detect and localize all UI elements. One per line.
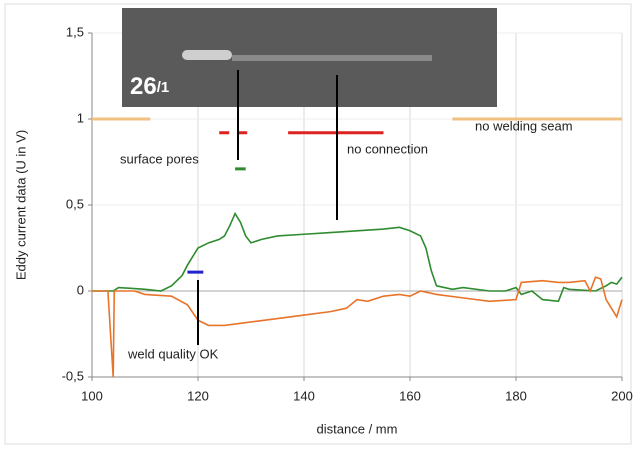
y-tick-label: -0,5 <box>62 368 84 383</box>
data-line <box>92 211 623 303</box>
x-tick-label: 180 <box>505 388 527 403</box>
x-tick-label: 200 <box>611 388 633 403</box>
annotation: no welding seam <box>475 118 573 133</box>
y-axis-label: Eddy current data (U in V) <box>13 130 28 280</box>
annotation: no connection <box>347 141 428 156</box>
y-tick-label: 0 <box>77 282 84 297</box>
x-axis-label: distance / mm <box>317 421 398 436</box>
x-tick-label: 160 <box>399 388 421 403</box>
photo-seam <box>232 55 432 61</box>
inset-number: 26 <box>130 73 157 100</box>
chart-frame <box>4 3 632 445</box>
x-tick-label: 120 <box>187 388 209 403</box>
inset-suffix: /1 <box>157 79 170 96</box>
x-tick-label: 140 <box>293 388 315 403</box>
data-line <box>92 276 623 378</box>
inset-label: 26/1 <box>130 73 169 100</box>
y-tick-label: 0,5 <box>66 196 84 211</box>
annotation: weld quality OK <box>127 346 219 361</box>
x-tick-label: 100 <box>81 388 103 403</box>
y-tick-label: 1,5 <box>66 24 84 39</box>
photo-weld <box>182 50 232 60</box>
y-tick-label: 1 <box>77 110 84 125</box>
annotation: surface pores <box>120 151 199 166</box>
